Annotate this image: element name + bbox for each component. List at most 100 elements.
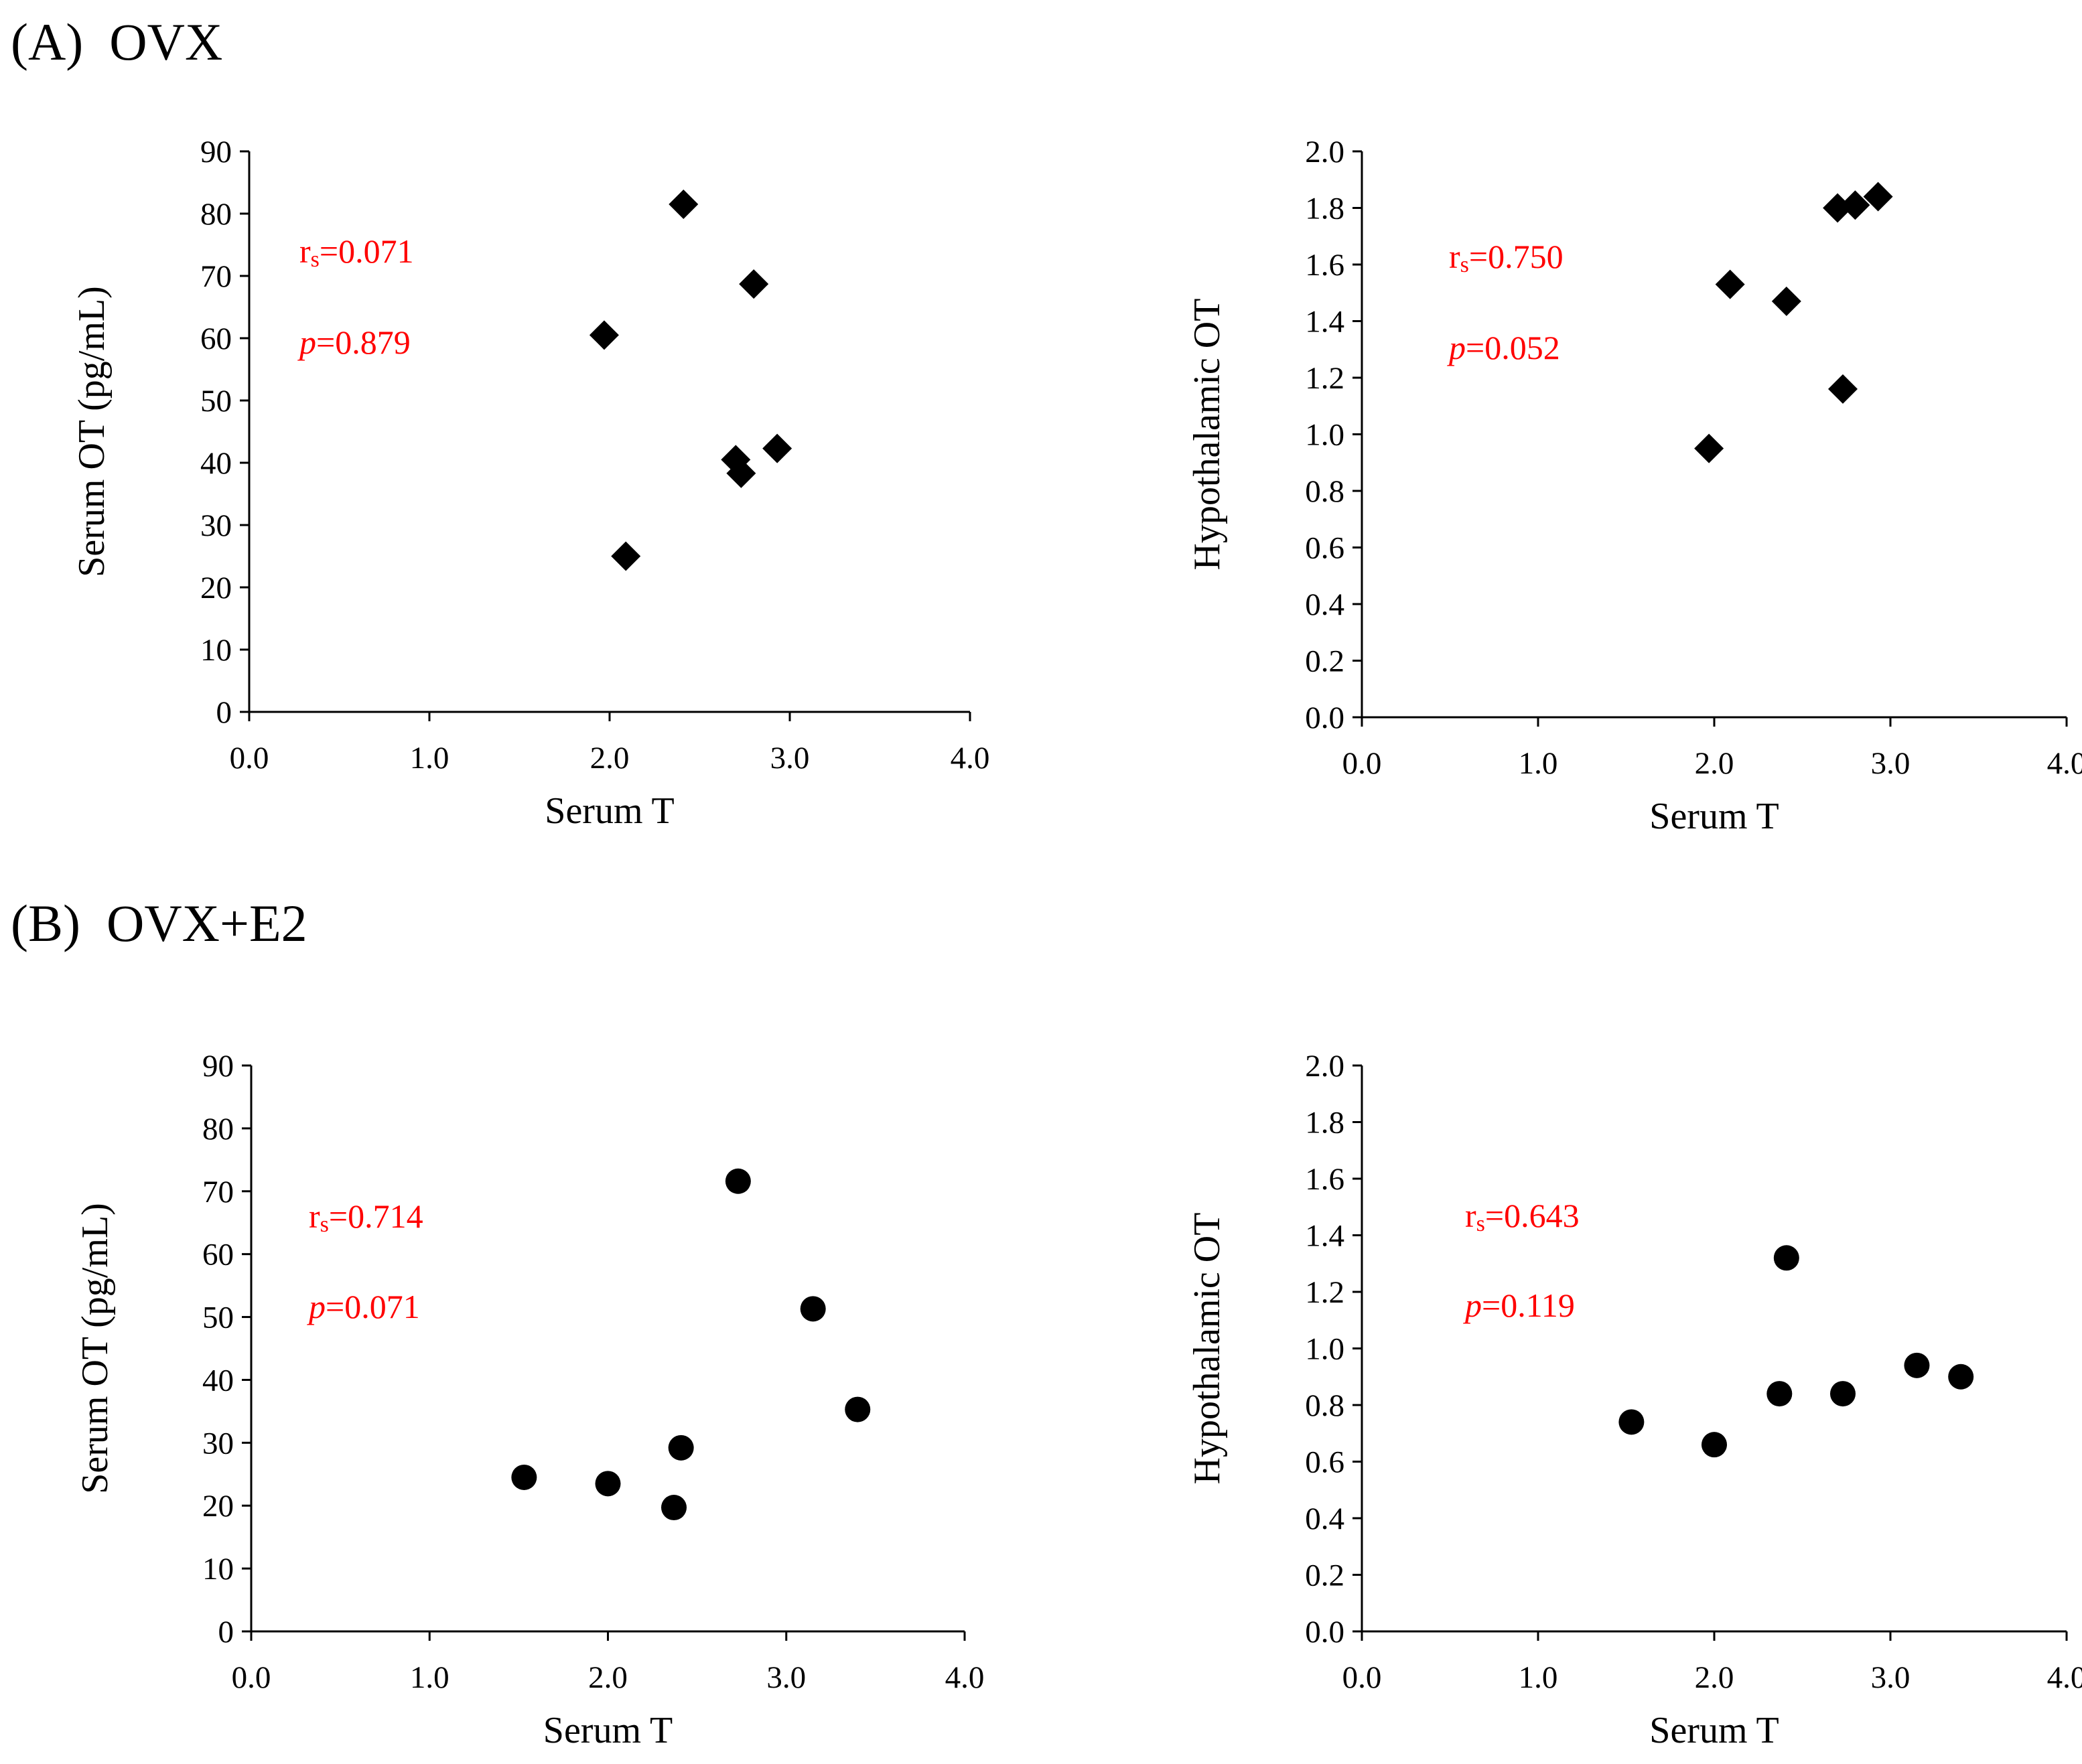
p-symbol: p <box>1463 1287 1482 1324</box>
rs-subscript: s <box>320 1212 329 1237</box>
x-axis-title: Serum T <box>543 1710 673 1751</box>
data-point-diamond <box>1840 190 1870 220</box>
chart-1: 0 10 20 30 40 50 60 70 80 90 0.0 1.0 2.0 3.0 4.0 Serum … <box>71 135 989 832</box>
p-value: =0.879 <box>316 323 411 361</box>
y-tick-label: 0 <box>216 695 232 730</box>
rs-symbol: r <box>1449 238 1460 275</box>
p-annotation: p=0.119 <box>1463 1287 1575 1324</box>
y-tick-label: 0.8 <box>1305 1388 1344 1423</box>
data-point-diamond <box>1715 269 1745 299</box>
data-point-circle <box>725 1168 751 1194</box>
rs-subscript: s <box>1476 1211 1485 1236</box>
data-point-circle <box>595 1471 621 1497</box>
x-tick-label: 1.0 <box>410 1660 449 1695</box>
data-point-diamond <box>1827 374 1858 404</box>
x-tick-label: 0.0 <box>1342 1660 1382 1695</box>
p-annotation: p=0.052 <box>1447 329 1560 366</box>
y-tick-label: 0.4 <box>1305 1501 1344 1536</box>
panel-a-name: OVX <box>109 13 223 71</box>
x-tick-label: 1.0 <box>1519 1660 1558 1695</box>
y-axis-title: Hypothalamic OT <box>1186 1213 1228 1485</box>
rs-value: =0.643 <box>1485 1197 1580 1234</box>
y-tick-label: 1.4 <box>1305 305 1344 340</box>
data-point-diamond <box>1823 193 1853 223</box>
y-tick-label: 60 <box>202 1238 234 1272</box>
y-tick-label: 80 <box>202 1112 234 1147</box>
y-tick-label: 30 <box>202 1426 234 1461</box>
data-point-circle <box>1702 1432 1727 1458</box>
y-tick-label: 50 <box>202 1301 234 1335</box>
y-tick-label: 70 <box>200 259 232 294</box>
panel-b-title: (B) OVX+E2 <box>11 897 307 950</box>
p-annotation: p=0.071 <box>307 1288 420 1325</box>
rs-subscript: s <box>1460 252 1469 277</box>
x-tick-label: 3.0 <box>1871 1660 1911 1695</box>
y-tick-label: 60 <box>200 321 232 356</box>
panel-a-title: (A) OVX <box>11 16 222 68</box>
data-point-diamond <box>589 320 619 350</box>
data-point-circle <box>1773 1245 1799 1271</box>
p-symbol: p <box>1447 329 1466 366</box>
y-axis-title: Hypothalamic OT <box>1186 299 1228 571</box>
x-tick-label: 3.0 <box>1871 746 1911 781</box>
y-tick-label: 1.2 <box>1305 1275 1344 1310</box>
data-point-circle <box>1829 1381 1856 1407</box>
x-tick-label: 0.0 <box>1342 746 1382 781</box>
data-point-diamond <box>669 190 699 220</box>
y-tick-label: 90 <box>202 1049 234 1084</box>
y-tick-label: 1.8 <box>1305 1106 1344 1141</box>
x-axis-title: Serum T <box>545 790 674 832</box>
rs-symbol: r <box>299 232 311 270</box>
y-tick-label: 2.0 <box>1305 1049 1344 1084</box>
y-tick-label: 30 <box>200 508 232 543</box>
panel-b-name: OVX+E2 <box>106 894 307 952</box>
y-tick-label: 10 <box>202 1552 234 1587</box>
rs-symbol: r <box>1465 1197 1476 1234</box>
y-tick-label: 20 <box>202 1489 234 1524</box>
data-point-circle <box>511 1464 537 1490</box>
y-tick-label: 50 <box>200 384 232 419</box>
x-tick-label: 4.0 <box>951 741 990 776</box>
x-tick-label: 2.0 <box>1695 746 1734 781</box>
y-tick-label: 40 <box>202 1363 234 1398</box>
data-point-circle <box>668 1435 694 1461</box>
y-tick-label: 1.0 <box>1305 418 1344 453</box>
x-tick-label: 2.0 <box>1695 1660 1734 1695</box>
y-tick-label: 1.6 <box>1305 1162 1344 1197</box>
chart-2: 0.0 0.2 0.4 0.6 0.8 1.0 1.2 1.4 1.6 1.8 2.0 0.0 1.0 2… <box>1186 135 2082 837</box>
x-tick-label: 4.0 <box>945 1660 985 1695</box>
rs-annotation: rs=0.643 <box>1465 1197 1580 1236</box>
rs-annotation: rs=0.071 <box>299 232 414 272</box>
x-tick-label: 2.0 <box>590 741 630 776</box>
x-tick-label: 4.0 <box>2047 1660 2082 1695</box>
chart-4: 0.0 0.2 0.4 0.6 0.8 1.0 1.2 1.4 1.6 1.8 2.0 0.0 1.0 2… <box>1186 1049 2082 1751</box>
y-tick-label: 20 <box>200 571 232 605</box>
y-tick-label: 70 <box>202 1175 234 1209</box>
data-point-circle <box>1766 1381 1793 1407</box>
y-tick-label: 1.4 <box>1305 1219 1344 1254</box>
x-tick-label: 0.0 <box>230 741 269 776</box>
data-point-diamond <box>1863 181 1893 212</box>
y-tick-label: 1.6 <box>1305 248 1344 283</box>
data-point-diamond <box>726 458 756 488</box>
data-point-circle <box>1948 1364 1974 1390</box>
x-tick-label: 4.0 <box>2047 746 2082 781</box>
x-axis-title: Serum T <box>1649 1710 1779 1751</box>
data-point-circle <box>1904 1352 1930 1378</box>
rs-value: =0.750 <box>1469 238 1564 275</box>
x-tick-label: 3.0 <box>766 1660 806 1695</box>
data-point-circle <box>1618 1409 1645 1435</box>
y-tick-label: 2.0 <box>1305 135 1344 169</box>
rs-value: =0.714 <box>329 1197 423 1235</box>
p-value: =0.119 <box>1482 1287 1575 1324</box>
y-tick-label: 0.6 <box>1305 531 1344 566</box>
data-point-diamond <box>1694 433 1724 463</box>
x-tick-label: 1.0 <box>1519 746 1558 781</box>
y-axis-title: Serum OT (pg/mL) <box>71 286 113 577</box>
y-tick-label: 80 <box>200 197 232 232</box>
x-axis-title: Serum T <box>1649 796 1779 837</box>
rs-symbol: r <box>309 1197 320 1235</box>
y-tick-label: 0 <box>218 1615 234 1649</box>
p-symbol: p <box>307 1288 326 1325</box>
